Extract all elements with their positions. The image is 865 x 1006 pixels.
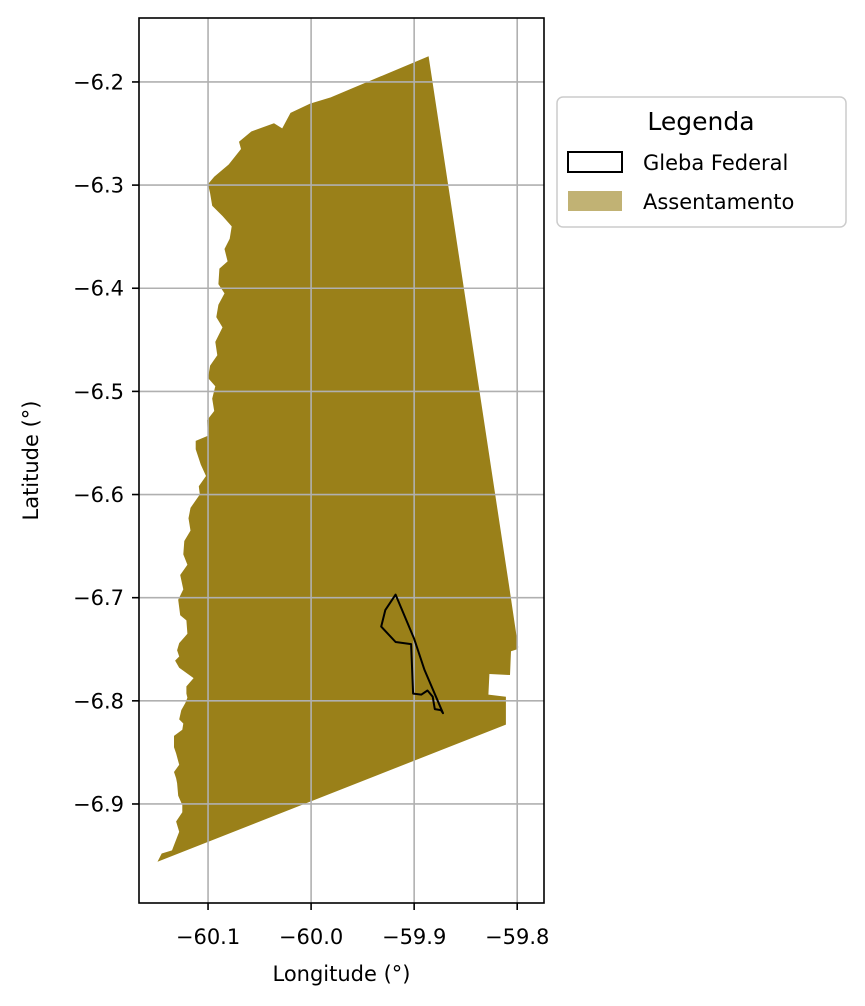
axes-frame: [138, 17, 545, 904]
legend-swatch-gleba: [567, 151, 623, 173]
y-tick-label: −6.2: [73, 70, 124, 94]
legend-label-gleba: Gleba Federal: [643, 151, 788, 175]
x-tick-label: −59.8: [485, 925, 549, 949]
y-tick-label: −6.3: [73, 174, 124, 198]
x-tick-label: −60.0: [279, 925, 343, 949]
x-tick-label: −59.9: [382, 925, 446, 949]
y-tick-label: −6.6: [73, 483, 124, 507]
y-tick-label: −6.7: [73, 586, 124, 610]
legend-frame: [556, 96, 847, 228]
x-tick-label: −60.1: [176, 925, 240, 949]
y-tick-label: −6.8: [73, 689, 124, 713]
y-axis-label: Latitude (°): [19, 401, 43, 521]
y-tick-label: −6.9: [73, 792, 124, 816]
gleba-federal-outline: [380, 593, 444, 715]
legend-label-assentamento: Assentamento: [643, 190, 794, 214]
y-tick-label: −6.5: [73, 380, 124, 404]
legend: Legenda Gleba Federal Assentamento: [556, 96, 847, 228]
legend-title: Legenda: [647, 107, 754, 136]
y-tick-label: −6.4: [73, 277, 124, 301]
x-axis-label: Longitude (°): [272, 962, 410, 986]
legend-swatch-assentamento: [568, 191, 622, 211]
assentamento-polygon: [157, 56, 519, 862]
